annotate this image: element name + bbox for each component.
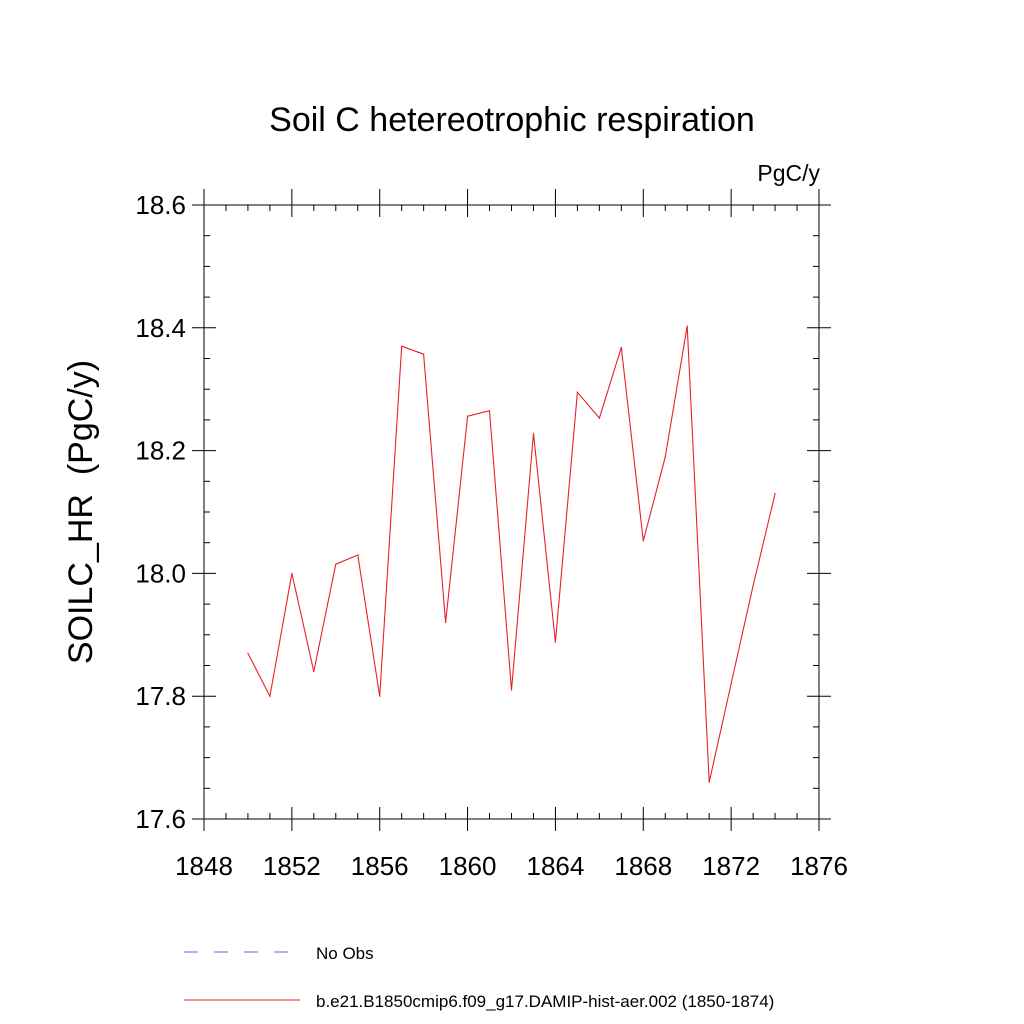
- y-axis-label: SOILC_HR (PgC/y): [62, 360, 100, 664]
- data-point: [445, 621, 447, 624]
- x-tick-label: 1876: [790, 851, 848, 881]
- tick-labels: 1848 1852 1856 1860 1864 1868 1872 1876 17.6 17.8…: [135, 190, 848, 881]
- x-tick-label: 1868: [614, 851, 672, 881]
- data-point: [357, 554, 359, 556]
- y-tick-label: 18.4: [135, 313, 186, 343]
- legend-label-0: No Obs: [316, 944, 374, 963]
- data-point: [291, 572, 293, 575]
- x-tick-label: 1872: [702, 851, 760, 881]
- data-point: [708, 781, 710, 783]
- data-point: [686, 325, 688, 327]
- legend-label-1: b.e21.B1850cmip6.f09_g17.DAMIP-hist-aer.…: [316, 992, 774, 1011]
- data-point: [730, 683, 732, 685]
- legend: No Obs b.e21.B1850cmip6.f09_g17.DAMIP-his…: [184, 944, 774, 1011]
- data-point: [335, 563, 337, 565]
- data-point: [664, 456, 666, 458]
- data-point: [379, 695, 381, 697]
- series-layer: [247, 325, 776, 783]
- data-point: [247, 652, 249, 654]
- x-tick-label: 1848: [175, 851, 233, 881]
- data-point: [774, 492, 776, 495]
- y-tick-label: 18.6: [135, 190, 186, 220]
- plot-frame: [203, 204, 820, 820]
- x-tick-label: 1856: [351, 851, 409, 881]
- data-point: [466, 415, 469, 417]
- data-point: [313, 671, 315, 673]
- data-point: [752, 585, 754, 587]
- x-tick-label: 1860: [439, 851, 497, 881]
- data-point: [423, 353, 425, 355]
- data-point: [598, 417, 600, 419]
- data-point: [532, 432, 535, 435]
- x-tick-label: 1864: [527, 851, 585, 881]
- y-tick-label: 18.2: [135, 436, 186, 466]
- series-line-1: [247, 325, 776, 783]
- data-point: [576, 391, 578, 393]
- data-point: [642, 540, 644, 542]
- y-tick-label: 18.0: [135, 558, 186, 588]
- chart-title: Soil C hetereotrophic respiration: [269, 101, 755, 139]
- y-tick-label: 17.8: [135, 681, 186, 711]
- data-point: [510, 689, 513, 691]
- data-point: [269, 695, 271, 697]
- data-point: [554, 641, 557, 643]
- x-tick-label: 1852: [263, 851, 321, 881]
- data-point: [401, 345, 403, 347]
- axis-ticks: [192, 189, 831, 831]
- data-point: [620, 346, 622, 349]
- y-tick-label: 17.6: [135, 804, 186, 834]
- data-point: [488, 410, 491, 412]
- units-label: PgC/y: [757, 160, 820, 186]
